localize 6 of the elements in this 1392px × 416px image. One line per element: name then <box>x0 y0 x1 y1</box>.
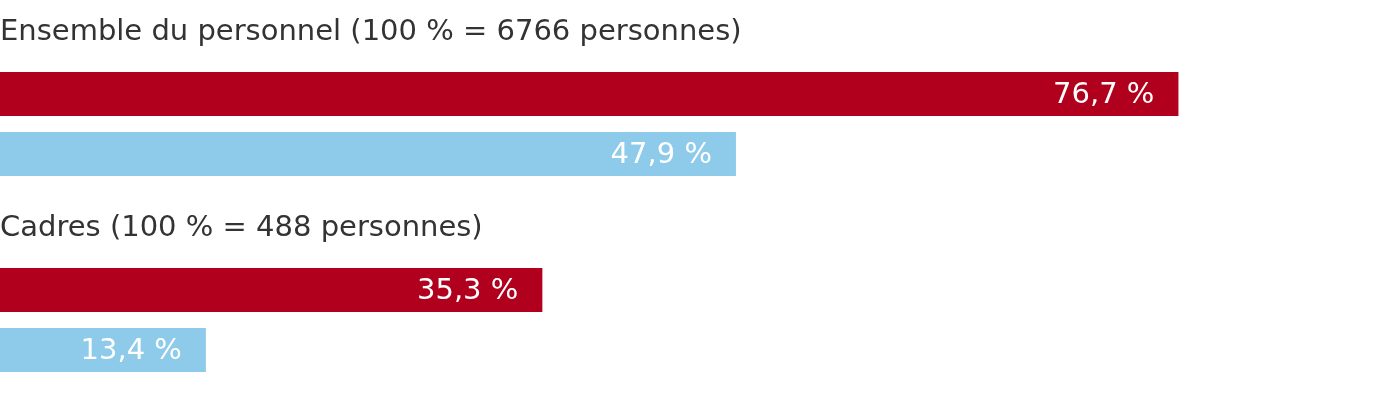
data-label: 47,9 % <box>610 136 712 170</box>
data-label: 76,7 % <box>1053 76 1155 110</box>
data-label: 13,4 % <box>80 332 182 366</box>
chart-title: Cadres (100 % = 488 personnes) <box>0 209 483 243</box>
data-label: 35,3 % <box>417 272 519 306</box>
chart-title: Ensemble du personnel (100 % = 6766 personnes) <box>0 13 742 47</box>
